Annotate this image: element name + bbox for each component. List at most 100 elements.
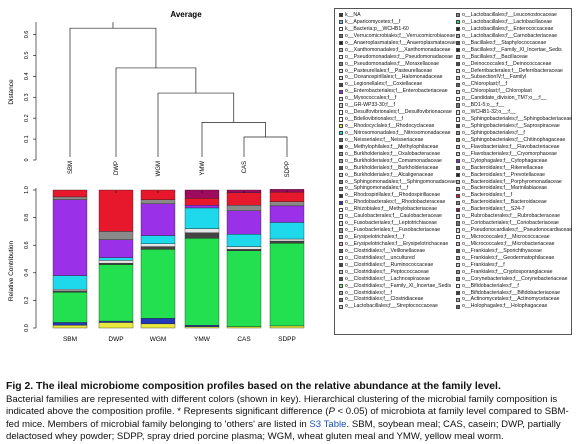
legend-item: o__Neisseriales;f__Neisseriaceae: [338, 137, 456, 144]
legend-item: o__Rhodospirillales;f__Rhodospirillaceae: [338, 192, 456, 199]
legend-swatch: [456, 68, 461, 73]
legend-swatch: [456, 228, 461, 233]
legend-label: o__Nitrosomonadales;f__Nitrosomonadaceae: [345, 129, 451, 136]
legend-swatch: [339, 242, 344, 247]
legend-item: o__Anaeroplasmatales;f__Anaeroplasmatace…: [338, 40, 456, 47]
legend-item: o__Erysipelotrichales;f__Erysipelotricha…: [338, 241, 456, 248]
legend-label: k__Bacteria;p__WCHB1-60: [345, 25, 409, 32]
legend-label: o__Xanthomonadales;f__Xanthomonadaceae: [345, 46, 451, 53]
legend-swatch: [339, 221, 344, 226]
stacked-bar-chart: Relative Contribution 0.0 0.2 0.4 0.6 0.8 1.0…: [8, 186, 305, 343]
bar-segment-ymw-2: [184, 238, 220, 326]
legend-item: o__Actinomycetales;f__Actinomycetaceae: [455, 296, 573, 303]
legend-label: o__Frankiales;f__Sporichthyaceae: [462, 247, 542, 254]
legend-item: o__Flavobacteriales;f__Flavobacteriaceae: [455, 144, 573, 151]
legend-swatch: [339, 200, 344, 205]
legend-label: o__Rubrobacterales;f__Rubrobacteraceae: [462, 213, 561, 220]
legend-label: o__Deinococcales;f__Deinococcaceae: [462, 60, 552, 67]
legend-swatch: [456, 304, 461, 309]
legend-label: o__Frankiales;f__Cryptosporangiaceae: [462, 268, 553, 275]
legend-swatch: [339, 297, 344, 302]
legend-item: o__Chloroplast;f__Chloroplast: [455, 88, 573, 95]
legend-label: o__Burkholderiales;f__Alcaligenaceae: [345, 171, 434, 178]
legend-label: o__Rhizobiales;f__Methylobacteriaceae: [345, 206, 437, 213]
legend-label: o__Micrococcales;f__Microbacteriaceae: [462, 240, 555, 247]
legend-swatch: [339, 13, 344, 18]
legend-swatch: [339, 304, 344, 309]
bar-segment-ymw-3: [184, 232, 220, 239]
bar-segment-cas-3: [226, 249, 262, 251]
legend-item: o__Myxococcales;f__f: [338, 95, 456, 102]
legend-label: o__Erysipelotrichales;f__Erysipelotricha…: [345, 240, 449, 247]
caption-text-3: . SBM, soybean meal; CAS, casein; DWP, p…: [6, 418, 561, 443]
legend-swatch: [456, 158, 461, 164]
legend-item: o__Micrococcales;f__Micrococcaceae: [455, 234, 573, 241]
legend-label: o__Anaeroplasmatales;f__Anaeroplasmatace…: [345, 39, 456, 46]
legend-item: p__Candidate_division_TM7;o__;f__: [455, 95, 573, 102]
dendrogram-leaf-label: DWP: [114, 161, 120, 175]
legend-swatch: [339, 276, 344, 282]
legend-label: o__Rhodobacterales;f__Rhodobacteraceae: [345, 199, 446, 206]
legend-swatch: [339, 145, 344, 150]
caption-body: Bacterial families are represented with …: [6, 394, 574, 444]
legend-item: o__Chloroplast;f__f: [455, 81, 573, 88]
legend-label: o__Lactobacillales;f__Leuconostocaceae: [462, 12, 557, 18]
legend-label: k__Aparicomycetes;f__f: [345, 18, 401, 25]
legend-label: o__Clostridiales;f__Clostridiaceae: [345, 296, 424, 303]
legend-swatch: [339, 214, 344, 219]
legend-label: o__Holophagales;f__Holophagaceae: [462, 303, 548, 310]
legend-label: o__Bacillales;f__Family_XI_Incertae_Sedi…: [462, 46, 562, 53]
legend-item: o__Holophagales;f__Holophagaceae: [455, 303, 573, 310]
bar-segment-sdpp-6: [269, 205, 305, 223]
legend-item: o__Bifidobacteriales;f__f: [455, 283, 573, 290]
legend-item: o__Bacillales;f__Family_XI_Incertae_Sedi…: [455, 47, 573, 54]
bar-segment-cas-7: [226, 205, 262, 211]
legend-label: o__Rhodocyclales;f__Rhodocyclaceae: [345, 123, 435, 129]
legend-item: o__Clostridiales;f__Peptococcaceae: [338, 269, 456, 276]
legend-label: o__Bacteroidales;f__f: [462, 192, 513, 199]
legend-item: o__Clostridiales;f__uncultured: [338, 255, 456, 262]
bar-segment-ymw-0: [184, 326, 220, 329]
legend-label: o__Coriobacteriales;f__Coriobacteriaceae: [462, 220, 559, 227]
legend-label: o__Bacteroidales;f__Rikenellaceae: [462, 164, 544, 171]
legend-label: o__WCHB1-32;o__;f__: [462, 109, 516, 116]
legend-item: o__Clostridiales;f__Family_XI_Incertae_S…: [338, 283, 456, 290]
legend-item: o__Burkholderiales;f__Burkholderiaceae: [338, 165, 456, 172]
legend-swatch: [456, 152, 461, 157]
legend-label: o__Bacteroidales;f__S24-7: [462, 206, 525, 213]
bar-segment-dwp-0: [98, 322, 134, 329]
legend-item: o__Lactobacillales;f__Carnobacteriaceae: [455, 33, 573, 40]
legend-label: o__Burkholderiales;f__Burkholderiaceae: [345, 164, 439, 171]
legend-item: o__Lactobacillales;f__Leuconostocaceae: [455, 12, 573, 19]
legend-item: o__Bacteroidales;f__S24-7: [455, 206, 573, 213]
legend-label: o__BD1-5;o__;f__: [462, 102, 505, 109]
legend-item: o__Bacteroidales;f__Prevotellaceae: [455, 172, 573, 179]
bar-category-label: SBM: [63, 336, 77, 343]
bar-segment-cas-2: [226, 250, 262, 327]
bar-category-label: SDPP: [278, 336, 296, 343]
bar-category-label: WGM: [150, 336, 167, 343]
legend-swatch: [339, 68, 344, 73]
legend-item: o__Coriobacteriales;f__Coriobacteriaceae: [455, 220, 573, 227]
bar-segment-sbm-3: [52, 290, 88, 293]
legend-swatch: [456, 41, 461, 46]
legend-label: o__Chloroplast;f__f: [462, 81, 507, 88]
legend-swatch: [339, 61, 344, 67]
bar-segment-wgm-2: [140, 249, 176, 319]
legend-swatch: [339, 82, 344, 87]
bar-category-label: CAS: [237, 336, 251, 343]
dendrogram-tick-label: 0.1: [24, 135, 30, 143]
legend-label: o__Caulobacterales;f__Caulobacteraceae: [345, 213, 442, 220]
legend-swatch: [456, 34, 461, 39]
legend-label: o__Bacteroidales;f__Bacteroidaceae: [462, 199, 547, 206]
s3-table-link[interactable]: S3 Table: [309, 418, 347, 430]
bar-segment-wgm-5: [140, 235, 176, 244]
legend-item: o__Lactobacillales;f__Enterococcaceae: [455, 26, 573, 33]
legend-label: o__Corynebacteriales;f__Corynebacteriace…: [462, 275, 568, 282]
legend-item: o__Fusobacteriales;f__Fusobacteriaceae: [338, 227, 456, 234]
bar-segment-ymw-6: [184, 205, 220, 209]
legend-swatch: [456, 124, 461, 129]
legend-item: o__Fusobacteriales;f__Leptotrichiaceae: [338, 220, 456, 227]
legend-item: o__Pasteurellales;f__Pasteurellaceae: [338, 68, 456, 75]
legend-label: o__Frankiales;f__f: [462, 261, 505, 268]
